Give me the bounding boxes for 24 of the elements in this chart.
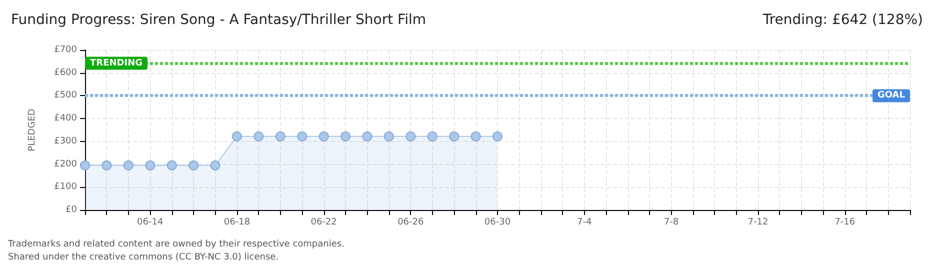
x-tick-label: 7-12 — [748, 218, 768, 228]
x-tick-label: 7-16 — [834, 218, 856, 228]
text: Trademarks and related content are owned by their respective companies. — [7, 240, 344, 250]
y-axis-title: PLEDGED — [28, 108, 38, 152]
chart-subtitle: Trending: £642 (128%) — [762, 12, 924, 28]
x-tick-label: 06-22 — [310, 218, 337, 228]
y-tick-label: £300 — [54, 136, 78, 146]
text: Shared under the creative commons (CC BY-NC 3.0) license. — [8, 252, 279, 262]
y-tick-label: £500 — [54, 90, 78, 101]
y-tick-label: £100 — [54, 182, 78, 192]
ref-line-label: TRENDING — [90, 58, 142, 68]
y-tick-label: £0 — [66, 205, 78, 215]
x-tick-label: 7-8 — [664, 218, 679, 228]
x-tick-label: 06-30 — [484, 218, 511, 228]
ref-line-label: GOAL — [878, 90, 906, 101]
y-tick-label: £200 — [54, 159, 78, 170]
x-tick-label: 06-26 — [398, 218, 424, 228]
x-tick-label: 7-4 — [576, 218, 592, 228]
y-tick-label: £400 — [54, 114, 78, 124]
x-tick-label: 06-14 — [137, 218, 164, 228]
x-tick-label: 06-18 — [224, 218, 250, 228]
y-tick-label: £600 — [54, 68, 78, 78]
chart-title: Funding Progress: Siren Song - A Fantasy/Thriller Short Film — [11, 12, 426, 28]
y-tick-label: £700 — [54, 45, 78, 55]
